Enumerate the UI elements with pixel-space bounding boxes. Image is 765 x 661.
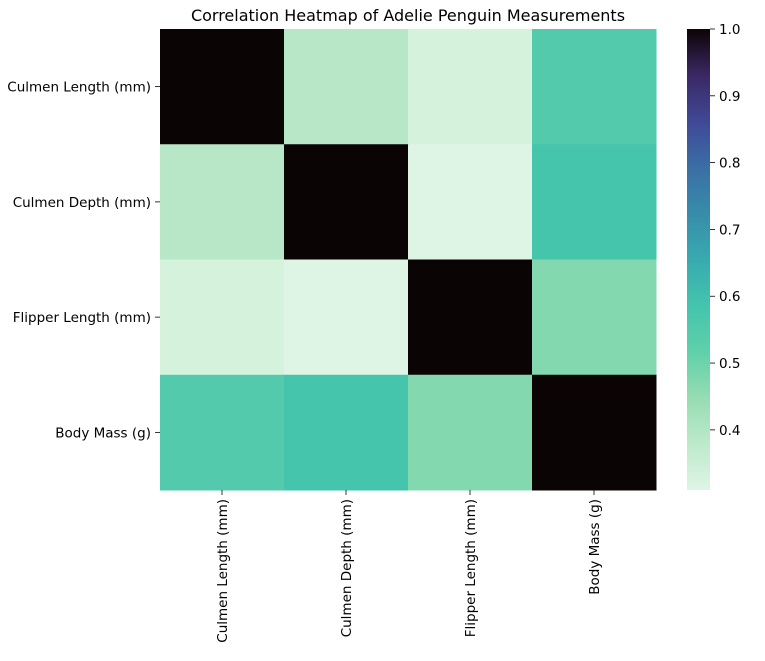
heatmap-cell (532, 144, 657, 260)
colorbar-tick-label: 0.8 (719, 156, 740, 172)
heatmap-cell (160, 259, 285, 376)
heatmap-cell (408, 144, 533, 260)
x-tick-label: Culmen Depth (mm) (339, 499, 355, 637)
heatmap-cell (532, 29, 657, 145)
heatmap-cell (160, 144, 285, 260)
y-tick-label: Body Mass (g) (55, 425, 151, 441)
colorbar-ticks: 0.4 0.5 0.6 0.7 0.8 0.9 1.0 (710, 22, 740, 439)
x-axis: Culmen Length (mm) Culmen Depth (mm) Flipp… (215, 490, 603, 643)
chart-title: Correlation Heatmap of Adelie Penguin Me… (191, 6, 625, 25)
y-tick-label: Culmen Depth (mm) (13, 195, 151, 211)
colorbar-tick-label: 0.6 (719, 289, 740, 305)
heatmap-cell (532, 374, 657, 491)
x-tick-label: Flipper Length (mm) (463, 499, 479, 637)
colorbar (687, 29, 710, 490)
heatmap-cell (160, 29, 285, 145)
colorbar-tick-label: 0.7 (719, 222, 740, 238)
heatmap-cell (532, 259, 657, 376)
heatmap-cell (284, 259, 409, 376)
heatmap-cells (160, 29, 657, 491)
heatmap-cell (408, 259, 533, 376)
colorbar-tick-label: 0.4 (719, 423, 740, 439)
y-axis: Culmen Length (mm) Culmen Depth (mm) Flipp… (7, 80, 160, 441)
colorbar-tick-label: 0.9 (719, 89, 740, 105)
heatmap-cell (284, 374, 409, 491)
colorbar-tick-label: 0.5 (719, 356, 740, 372)
heatmap-cell (284, 29, 409, 145)
colorbar-tick-label: 1.0 (719, 22, 740, 38)
y-tick-label: Culmen Length (mm) (7, 80, 151, 96)
x-tick-label: Body Mass (g) (587, 499, 603, 595)
heatmap-cell (284, 144, 409, 260)
y-tick-label: Flipper Length (mm) (13, 310, 151, 326)
heatmap-cell (160, 374, 285, 491)
x-tick-label: Culmen Length (mm) (215, 499, 231, 643)
heatmap-cell (408, 29, 533, 145)
heatmap-cell (408, 374, 533, 491)
